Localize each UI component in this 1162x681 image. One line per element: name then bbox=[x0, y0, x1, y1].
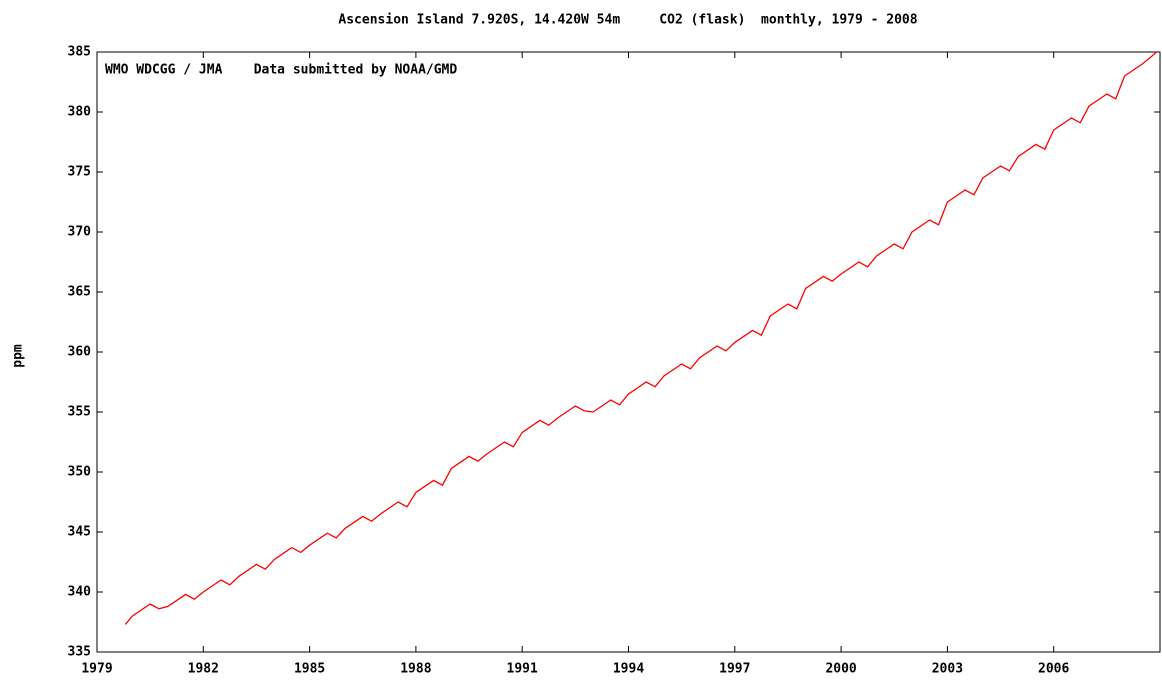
data-line bbox=[124, 51, 1157, 625]
annotation: WMO WDCGG / JMA Data submitted by NOAA/G… bbox=[105, 63, 457, 78]
x-tick-label: 1982 bbox=[188, 662, 219, 677]
y-tick-label: 340 bbox=[68, 585, 92, 600]
y-tick-label: 345 bbox=[68, 525, 91, 540]
y-axis-label: ppm bbox=[11, 344, 26, 368]
x-tick-label: 2006 bbox=[1038, 662, 1069, 677]
x-tick-label: 1991 bbox=[507, 662, 538, 677]
x-tick-label: 1985 bbox=[294, 662, 325, 677]
x-tick-label: 2003 bbox=[932, 662, 963, 677]
x-tick-label: 2000 bbox=[825, 662, 856, 677]
y-tick-label: 335 bbox=[68, 645, 91, 660]
y-tick-label: 365 bbox=[68, 285, 91, 300]
y-tick-label: 355 bbox=[68, 405, 91, 420]
y-tick-label: 380 bbox=[68, 105, 92, 120]
x-tick-label: 1994 bbox=[613, 662, 644, 677]
y-tick-label: 385 bbox=[68, 45, 91, 60]
x-tick-label: 1979 bbox=[81, 662, 112, 677]
y-tick-label: 370 bbox=[68, 225, 92, 240]
y-tick-label: 375 bbox=[68, 165, 91, 180]
x-tick-label: 1988 bbox=[400, 662, 431, 677]
y-tick-label: 350 bbox=[68, 465, 92, 480]
y-tick-label: 360 bbox=[68, 345, 92, 360]
chart-title: Ascension Island 7.920S, 14.420W 54m CO2… bbox=[338, 13, 917, 28]
plot-frame bbox=[96, 51, 1161, 653]
x-tick-label: 1997 bbox=[719, 662, 750, 677]
